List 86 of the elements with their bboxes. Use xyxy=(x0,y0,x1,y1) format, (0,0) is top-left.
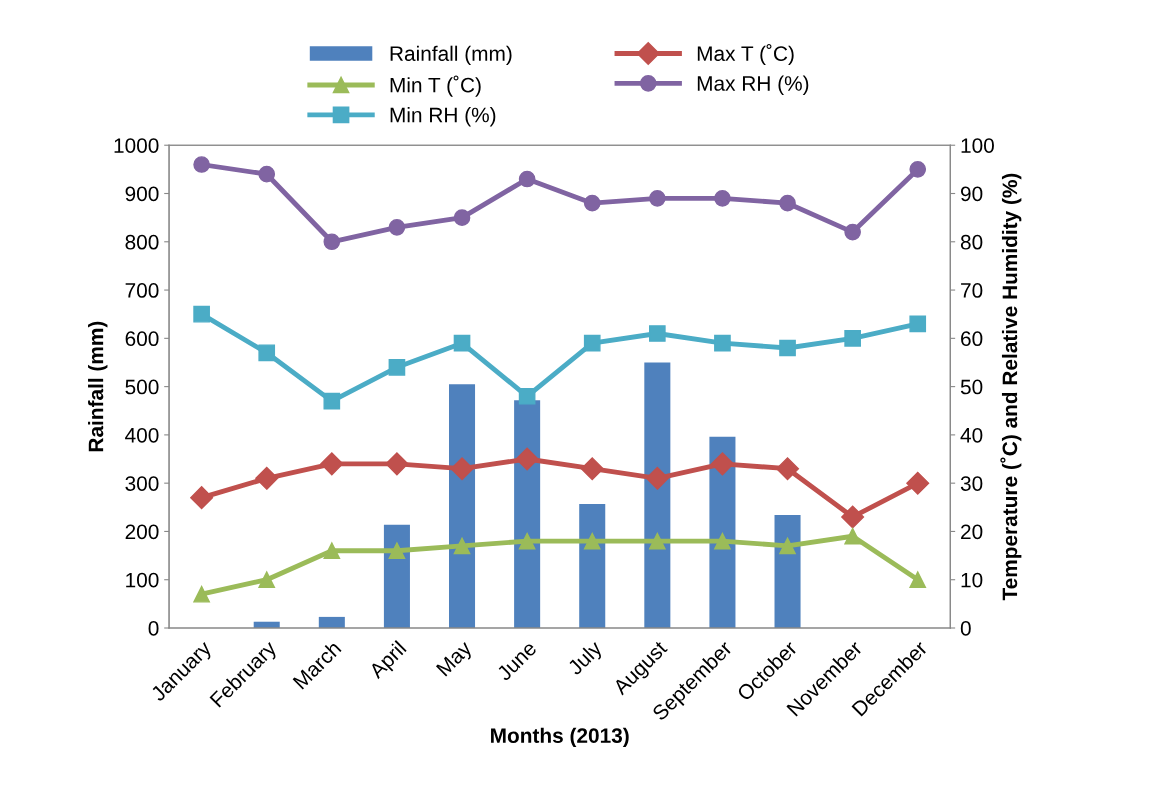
y-tick-label: 600 xyxy=(125,331,159,347)
point xyxy=(190,486,214,510)
point xyxy=(388,542,406,560)
point xyxy=(320,452,344,476)
point xyxy=(518,387,536,405)
point xyxy=(909,315,927,333)
y-tick-label: 700 xyxy=(125,283,159,298)
y-tick-label: 800 xyxy=(125,234,159,250)
x-tick-label: July xyxy=(566,639,606,679)
point xyxy=(779,339,796,357)
y-tick-label: 500 xyxy=(125,379,159,395)
y2-tick-label: 10 xyxy=(961,572,983,588)
point xyxy=(323,233,341,251)
x-tick-label: May xyxy=(435,639,476,680)
y2-axis-title: Temperature (˚C) and Relative Humidity (%) xyxy=(1000,173,1022,601)
point xyxy=(453,537,471,555)
point xyxy=(450,457,474,481)
point xyxy=(583,532,601,550)
legend-label: Max RH (%) xyxy=(697,75,809,95)
point xyxy=(776,457,800,481)
point xyxy=(323,392,341,410)
point xyxy=(580,457,604,481)
y2-tick-label: 90 xyxy=(960,186,983,202)
point xyxy=(453,334,471,352)
point xyxy=(258,571,276,589)
bar xyxy=(318,616,345,628)
point xyxy=(844,330,861,347)
point xyxy=(453,209,471,226)
legend-label: Min T (˚C) xyxy=(390,75,481,97)
point xyxy=(906,471,930,495)
point xyxy=(844,527,861,545)
point xyxy=(714,189,731,207)
y2-tick-label: 70 xyxy=(961,283,983,298)
point xyxy=(583,194,601,212)
y2-tick-label: 20 xyxy=(961,524,983,540)
bar xyxy=(449,384,476,628)
legend-label: Min RH (%) xyxy=(390,107,496,127)
point xyxy=(193,585,210,603)
x-axis-title: Months (2013) xyxy=(491,727,629,748)
y-tick-label: 200 xyxy=(125,524,159,540)
point xyxy=(518,532,536,550)
point xyxy=(255,466,279,490)
y2-tick-label: 100 xyxy=(961,138,994,153)
y-tick-label: 100 xyxy=(126,572,159,588)
point xyxy=(515,447,539,471)
y-tick-label: 1000 xyxy=(114,138,159,153)
y2-tick-label: 60 xyxy=(961,331,983,347)
point xyxy=(258,344,276,362)
bar xyxy=(383,524,410,628)
point xyxy=(323,542,341,560)
point xyxy=(909,161,927,178)
y2-tick-label: 50 xyxy=(960,379,983,395)
point xyxy=(648,532,666,550)
point xyxy=(193,156,210,173)
y-tick-label: 900 xyxy=(125,186,159,202)
point xyxy=(710,452,734,476)
point xyxy=(193,305,210,323)
legend-label: Rainfall (mm) xyxy=(390,45,512,66)
y2-tick-label: 80 xyxy=(960,234,983,250)
point xyxy=(841,505,865,529)
bar xyxy=(774,515,801,628)
point xyxy=(645,466,669,490)
point xyxy=(648,325,666,342)
bar xyxy=(579,503,606,628)
y2-tick-label: 0 xyxy=(960,621,971,636)
point xyxy=(648,189,666,207)
point xyxy=(583,334,601,352)
y2-tick-label: 40 xyxy=(960,427,983,443)
point xyxy=(258,165,276,183)
point xyxy=(779,194,796,212)
y-axis-title: Rainfall (mm) xyxy=(88,321,108,452)
y2-tick-label: 30 xyxy=(960,476,983,491)
point xyxy=(388,358,406,376)
y-tick-label: 400 xyxy=(125,427,159,443)
y-tick-label: 0 xyxy=(148,621,159,636)
point xyxy=(714,334,731,352)
y-tick-label: 300 xyxy=(125,476,159,491)
point xyxy=(385,452,409,476)
point xyxy=(909,571,927,589)
point xyxy=(844,223,861,241)
bar xyxy=(644,362,671,628)
legend-label: Max T (˚C) xyxy=(697,44,794,66)
point xyxy=(714,532,731,550)
point xyxy=(779,537,796,555)
point xyxy=(388,218,406,236)
point xyxy=(518,170,536,188)
